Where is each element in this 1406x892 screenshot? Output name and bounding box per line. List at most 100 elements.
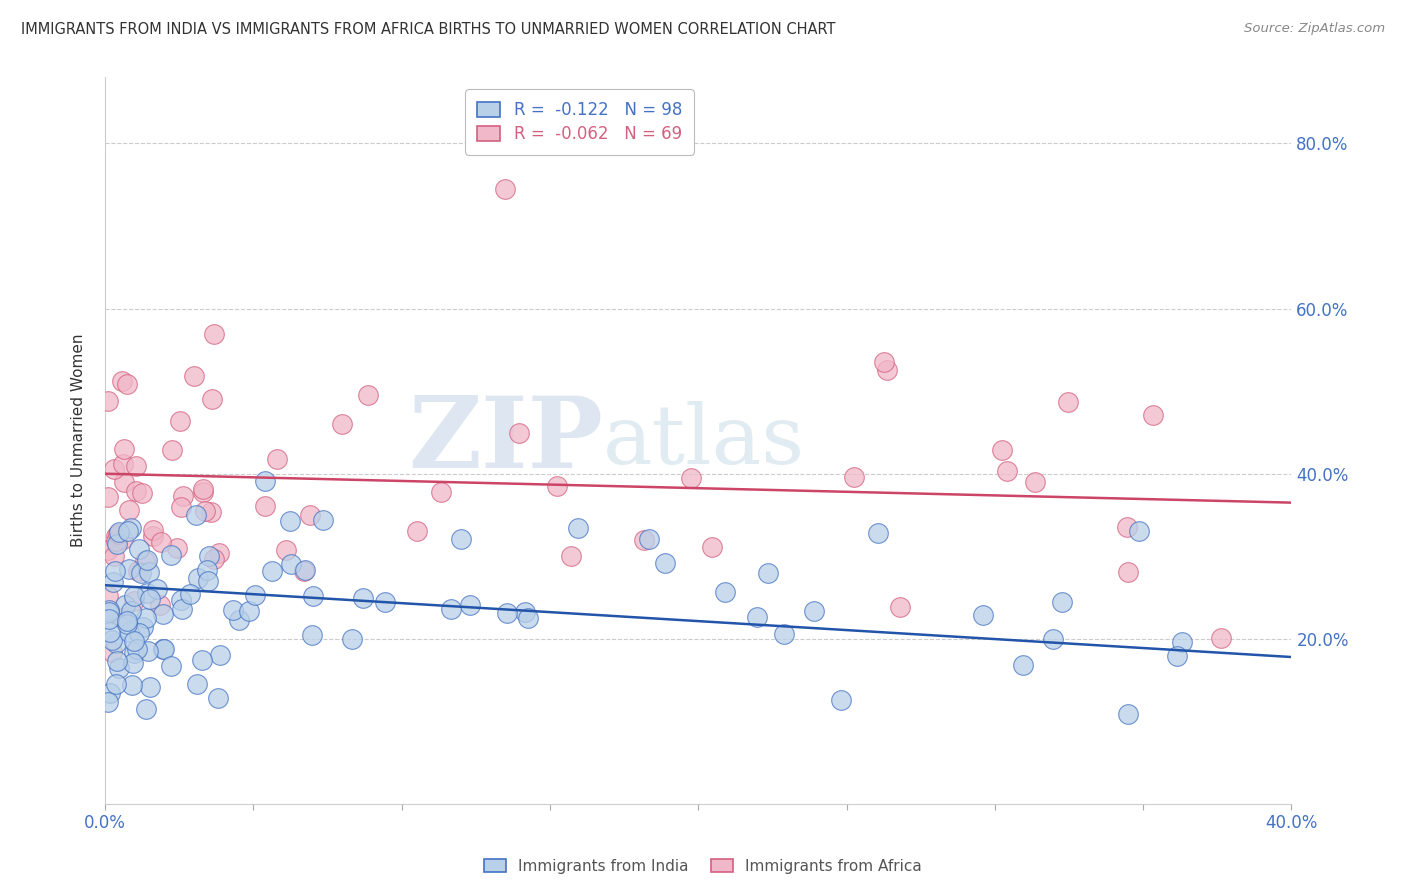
- Point: [243, 588, 266, 602]
- Y-axis label: Births to Unmarried Women: Births to Unmarried Women: [72, 334, 86, 548]
- Point: [702, 540, 724, 554]
- Point: [228, 613, 250, 627]
- Point: [294, 563, 316, 577]
- Point: [128, 542, 150, 557]
- Point: [117, 524, 139, 538]
- Point: [1057, 395, 1080, 409]
- Point: [101, 645, 124, 659]
- Point: [1171, 634, 1194, 648]
- Point: [120, 521, 142, 535]
- Point: [654, 556, 676, 570]
- Point: [97, 612, 120, 626]
- Point: [1166, 648, 1188, 663]
- Point: [138, 680, 160, 694]
- Point: [97, 491, 120, 505]
- Text: atlas: atlas: [603, 401, 806, 481]
- Point: [183, 369, 205, 384]
- Point: [191, 653, 214, 667]
- Point: [873, 355, 896, 369]
- Point: [104, 529, 127, 543]
- Point: [207, 690, 229, 705]
- Point: [98, 685, 121, 699]
- Point: [150, 535, 173, 549]
- Point: [1209, 631, 1232, 645]
- Point: [406, 524, 429, 539]
- Point: [195, 563, 218, 577]
- Point: [152, 641, 174, 656]
- Text: IMMIGRANTS FROM INDIA VS IMMIGRANTS FROM AFRICA BIRTHS TO UNMARRIED WOMEN CORREL: IMMIGRANTS FROM INDIA VS IMMIGRANTS FROM…: [21, 22, 835, 37]
- Point: [111, 533, 134, 547]
- Point: [148, 599, 170, 613]
- Point: [172, 489, 194, 503]
- Point: [1128, 524, 1150, 538]
- Point: [198, 549, 221, 563]
- Point: [253, 499, 276, 513]
- Point: [312, 513, 335, 527]
- Point: [184, 508, 207, 522]
- Point: [508, 426, 530, 441]
- Point: [105, 537, 128, 551]
- Point: [142, 529, 165, 543]
- Point: [253, 474, 276, 488]
- Point: [146, 582, 169, 596]
- Text: ZIP: ZIP: [408, 392, 603, 489]
- Point: [170, 593, 193, 607]
- Point: [440, 601, 463, 615]
- Point: [278, 514, 301, 528]
- Point: [97, 695, 120, 709]
- Legend: R =  -0.122   N = 98, R =  -0.062   N = 69: R = -0.122 N = 98, R = -0.062 N = 69: [465, 89, 693, 154]
- Point: [103, 574, 125, 589]
- Point: [105, 654, 128, 668]
- Point: [166, 541, 188, 555]
- Point: [124, 633, 146, 648]
- Point: [100, 633, 122, 648]
- Point: [152, 641, 174, 656]
- Point: [546, 479, 568, 493]
- Point: [302, 590, 325, 604]
- Point: [187, 570, 209, 584]
- Point: [112, 458, 135, 472]
- Point: [128, 625, 150, 640]
- Point: [127, 641, 149, 656]
- Point: [803, 604, 825, 618]
- Point: [494, 182, 516, 196]
- Point: [169, 414, 191, 428]
- Point: [97, 606, 120, 620]
- Point: [98, 624, 121, 639]
- Point: [97, 542, 120, 557]
- Point: [135, 611, 157, 625]
- Point: [560, 549, 582, 563]
- Point: [194, 504, 217, 518]
- Point: [1042, 632, 1064, 647]
- Point: [112, 442, 135, 456]
- Point: [222, 603, 245, 617]
- Point: [357, 388, 380, 402]
- Point: [134, 554, 156, 568]
- Point: [876, 363, 898, 377]
- Point: [513, 605, 536, 619]
- Point: [567, 521, 589, 535]
- Point: [105, 635, 128, 649]
- Point: [152, 607, 174, 621]
- Point: [374, 594, 396, 608]
- Point: [266, 451, 288, 466]
- Point: [125, 484, 148, 499]
- Point: [118, 562, 141, 576]
- Point: [991, 442, 1014, 457]
- Point: [191, 484, 214, 499]
- Point: [450, 532, 472, 546]
- Point: [160, 549, 183, 563]
- Point: [135, 702, 157, 716]
- Legend: Immigrants from India, Immigrants from Africa: Immigrants from India, Immigrants from A…: [478, 853, 928, 880]
- Point: [138, 566, 160, 580]
- Point: [260, 564, 283, 578]
- Point: [496, 607, 519, 621]
- Point: [756, 566, 779, 581]
- Point: [430, 484, 453, 499]
- Point: [107, 524, 129, 539]
- Point: [115, 376, 138, 391]
- Point: [122, 646, 145, 660]
- Point: [1116, 706, 1139, 721]
- Point: [340, 632, 363, 646]
- Point: [121, 656, 143, 670]
